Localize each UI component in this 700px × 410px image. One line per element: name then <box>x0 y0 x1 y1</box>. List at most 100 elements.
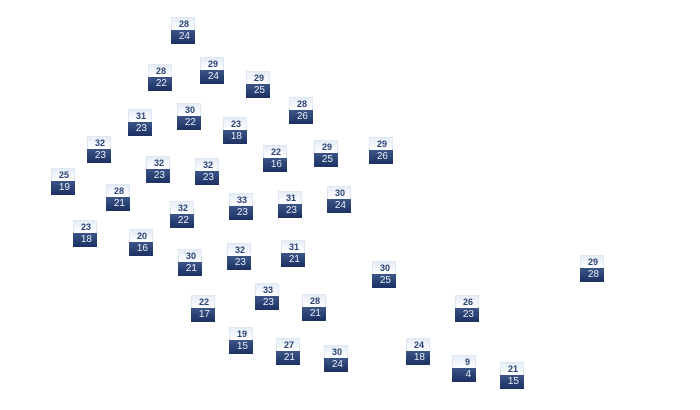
high-temperature: 20 <box>129 229 153 242</box>
low-temperature: 22 <box>177 116 201 130</box>
temperature-marker[interactable]: 29 24 <box>200 57 224 84</box>
temperature-marker[interactable]: 28 21 <box>302 294 326 321</box>
temperature-marker[interactable]: 30 22 <box>177 103 201 130</box>
high-temperature: 28 <box>148 64 172 77</box>
temperature-marker[interactable]: 24 18 <box>406 338 430 365</box>
high-temperature: 24 <box>406 338 430 351</box>
high-temperature: 32 <box>227 243 251 256</box>
high-temperature: 29 <box>580 255 604 268</box>
temperature-marker[interactable]: 33 23 <box>229 193 253 220</box>
low-temperature: 24 <box>200 70 224 84</box>
low-temperature: 23 <box>455 308 479 322</box>
high-temperature: 33 <box>229 193 253 206</box>
high-temperature: 32 <box>146 156 170 169</box>
temperature-marker[interactable]: 32 23 <box>195 158 219 185</box>
temperature-marker[interactable]: 21 15 <box>500 362 524 389</box>
temperature-marker[interactable]: 32 23 <box>227 243 251 270</box>
low-temperature: 24 <box>327 199 351 213</box>
temperature-marker[interactable]: 28 26 <box>289 97 313 124</box>
low-temperature: 23 <box>87 149 111 163</box>
temperature-marker[interactable]: 28 24 <box>171 17 195 44</box>
high-temperature: 23 <box>223 117 247 130</box>
temperature-marker[interactable]: 31 23 <box>128 109 152 136</box>
temperature-marker[interactable]: 27 21 <box>276 338 300 365</box>
low-temperature: 26 <box>289 110 313 124</box>
low-temperature: 28 <box>580 268 604 282</box>
low-temperature: 24 <box>324 358 348 372</box>
temperature-marker[interactable]: 22 16 <box>263 145 287 172</box>
low-temperature: 25 <box>246 84 270 98</box>
temperature-marker[interactable]: 23 18 <box>73 220 97 247</box>
low-temperature: 18 <box>223 130 247 144</box>
high-temperature: 33 <box>255 283 279 296</box>
temperature-marker[interactable]: 26 23 <box>455 295 479 322</box>
temperature-marker[interactable]: 32 23 <box>146 156 170 183</box>
temperature-marker[interactable]: 30 24 <box>324 345 348 372</box>
low-temperature: 23 <box>195 171 219 185</box>
high-temperature: 21 <box>500 362 524 375</box>
low-temperature: 15 <box>500 375 524 389</box>
low-temperature: 23 <box>229 206 253 220</box>
high-temperature: 29 <box>246 71 270 84</box>
temperature-marker[interactable]: 31 23 <box>278 191 302 218</box>
high-temperature: 28 <box>106 184 130 197</box>
high-temperature: 28 <box>171 17 195 30</box>
temperature-marker[interactable]: 33 23 <box>255 283 279 310</box>
temperature-marker[interactable]: 32 23 <box>87 136 111 163</box>
high-temperature: 28 <box>302 294 326 307</box>
low-temperature: 19 <box>51 181 75 195</box>
high-temperature: 32 <box>195 158 219 171</box>
low-temperature: 21 <box>281 253 305 267</box>
high-temperature: 31 <box>128 109 152 122</box>
low-temperature: 25 <box>314 153 338 167</box>
temperature-marker[interactable]: 29 25 <box>246 71 270 98</box>
high-temperature: 9 <box>452 355 476 368</box>
temperature-marker[interactable]: 20 16 <box>129 229 153 256</box>
temperature-marker[interactable]: 25 19 <box>51 168 75 195</box>
high-temperature: 22 <box>263 145 287 158</box>
low-temperature: 16 <box>263 158 287 172</box>
low-temperature: 21 <box>276 351 300 365</box>
high-temperature: 29 <box>369 137 393 150</box>
low-temperature: 23 <box>255 296 279 310</box>
temperature-marker[interactable]: 29 26 <box>369 137 393 164</box>
high-temperature: 31 <box>281 240 305 253</box>
high-temperature: 32 <box>87 136 111 149</box>
low-temperature: 23 <box>146 169 170 183</box>
temperature-marker[interactable]: 28 22 <box>148 64 172 91</box>
low-temperature: 26 <box>369 150 393 164</box>
high-temperature: 23 <box>73 220 97 233</box>
low-temperature: 18 <box>406 351 430 365</box>
temperature-marker[interactable]: 32 22 <box>170 201 194 228</box>
low-temperature: 21 <box>106 197 130 211</box>
high-temperature: 22 <box>191 295 215 308</box>
low-temperature: 4 <box>452 368 476 382</box>
high-temperature: 30 <box>327 186 351 199</box>
temperature-marker[interactable]: 19 15 <box>229 327 253 354</box>
low-temperature: 22 <box>170 214 194 228</box>
low-temperature: 16 <box>129 242 153 256</box>
temperature-marker[interactable]: 23 18 <box>223 117 247 144</box>
temperature-marker[interactable]: 31 21 <box>281 240 305 267</box>
low-temperature: 23 <box>278 204 302 218</box>
high-temperature: 25 <box>51 168 75 181</box>
temperature-marker[interactable]: 30 21 <box>178 249 202 276</box>
temperature-marker[interactable]: 29 28 <box>580 255 604 282</box>
high-temperature: 19 <box>229 327 253 340</box>
temperature-marker[interactable]: 22 17 <box>191 295 215 322</box>
temperature-marker[interactable]: 30 24 <box>327 186 351 213</box>
high-temperature: 30 <box>177 103 201 116</box>
low-temperature: 22 <box>148 77 172 91</box>
high-temperature: 30 <box>178 249 202 262</box>
temperature-marker[interactable]: 30 25 <box>372 261 396 288</box>
temperature-marker[interactable]: 29 25 <box>314 140 338 167</box>
high-temperature: 29 <box>200 57 224 70</box>
low-temperature: 23 <box>227 256 251 270</box>
low-temperature: 25 <box>372 274 396 288</box>
high-temperature: 31 <box>278 191 302 204</box>
high-temperature: 32 <box>170 201 194 214</box>
low-temperature: 17 <box>191 308 215 322</box>
high-temperature: 30 <box>372 261 396 274</box>
temperature-marker[interactable]: 28 21 <box>106 184 130 211</box>
